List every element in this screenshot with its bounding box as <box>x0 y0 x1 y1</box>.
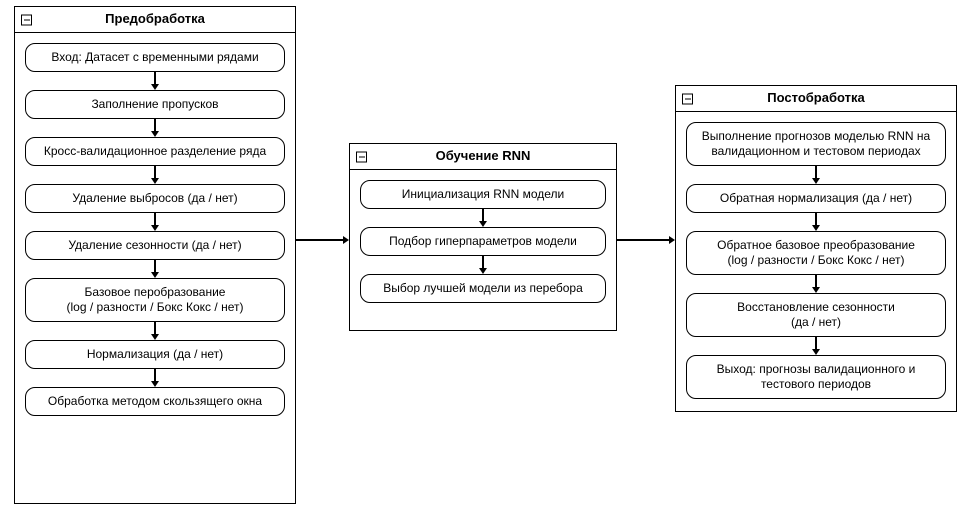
stage-title-text: Постобработка <box>767 90 864 105</box>
arrow-down-icon <box>812 275 820 293</box>
node: Удаление сезонности (да / нет) <box>25 231 285 260</box>
stage-title: Обучение RNN <box>350 144 616 170</box>
arrow-down-icon <box>812 213 820 231</box>
arrow-down-icon <box>151 260 159 278</box>
arrow-right-icon <box>617 236 675 244</box>
node: Выход: прогнозы валидационного и тестово… <box>686 355 946 399</box>
node: Базовое перобразование(log / разности / … <box>25 278 285 322</box>
arrow-down-icon <box>151 119 159 137</box>
collapse-icon <box>21 14 32 25</box>
stage-title: Постобработка <box>676 86 956 112</box>
arrow-down-icon <box>479 209 487 227</box>
collapse-icon <box>356 151 367 162</box>
stage-title: Предобработка <box>15 7 295 33</box>
node: Инициализация RNN модели <box>360 180 606 209</box>
stage-body: Инициализация RNN модели Подбор гиперпар… <box>350 170 616 315</box>
stage-body: Вход: Датасет с временными рядами Заполн… <box>15 33 295 428</box>
node: Вход: Датасет с временными рядами <box>25 43 285 72</box>
arrow-down-icon <box>151 72 159 90</box>
arrow-down-icon <box>151 322 159 340</box>
node: Подбор гиперпараметров модели <box>360 227 606 256</box>
arrow-down-icon <box>812 337 820 355</box>
node: Обратное базовое преобразование(log / ра… <box>686 231 946 275</box>
arrow-down-icon <box>151 166 159 184</box>
stage-training: Обучение RNN Инициализация RNN модели По… <box>349 143 617 331</box>
stage-postprocessing: Постобработка Выполнение прогнозов модел… <box>675 85 957 412</box>
arrow-down-icon <box>479 256 487 274</box>
node: Удаление выбросов (да / нет) <box>25 184 285 213</box>
arrow-down-icon <box>812 166 820 184</box>
node: Обратная нормализация (да / нет) <box>686 184 946 213</box>
stage-title-text: Обучение RNN <box>436 148 531 163</box>
arrow-down-icon <box>151 213 159 231</box>
node: Заполнение пропусков <box>25 90 285 119</box>
collapse-icon <box>682 93 693 104</box>
stage-body: Выполнение прогнозов моделью RNN на вали… <box>676 112 956 411</box>
node: Восстановление сезонности(да / нет) <box>686 293 946 337</box>
arrow-down-icon <box>151 369 159 387</box>
node: Выполнение прогнозов моделью RNN на вали… <box>686 122 946 166</box>
node: Обработка методом скользящего окна <box>25 387 285 416</box>
arrow-right-icon <box>296 236 349 244</box>
stage-title-text: Предобработка <box>105 11 205 26</box>
node: Нормализация (да / нет) <box>25 340 285 369</box>
stage-preprocessing: Предобработка Вход: Датасет с временными… <box>14 6 296 504</box>
node: Выбор лучшей модели из перебора <box>360 274 606 303</box>
node: Кросс-валидационное разделение ряда <box>25 137 285 166</box>
